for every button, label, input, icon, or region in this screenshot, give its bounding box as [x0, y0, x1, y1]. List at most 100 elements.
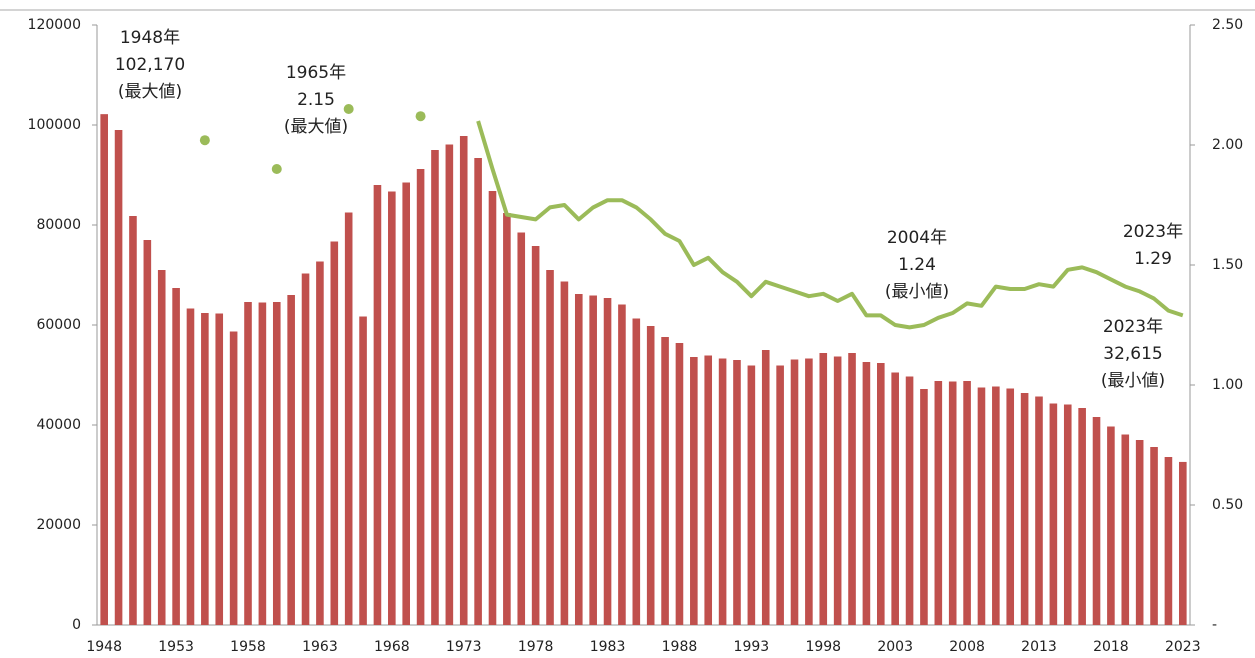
bar [1006, 388, 1015, 625]
bar [488, 191, 497, 625]
y-tick-label: 120000 [28, 17, 81, 33]
bar [186, 308, 195, 625]
x-tick-label: 1968 [374, 639, 410, 655]
bar [1035, 396, 1043, 625]
bar [574, 294, 583, 625]
bar [560, 281, 569, 625]
bar [618, 304, 626, 625]
bar [661, 337, 669, 625]
x-tick-label: 1963 [302, 639, 338, 655]
bar [589, 295, 597, 625]
bar [201, 313, 209, 625]
y2-tick-label: 2.00 [1212, 137, 1243, 153]
bar [632, 318, 641, 625]
bar [114, 130, 123, 625]
y-tick-label: 20000 [36, 517, 81, 533]
bar [1150, 447, 1158, 625]
x-tick-label: 1973 [446, 639, 482, 655]
bar [1078, 408, 1086, 625]
bar [287, 295, 295, 625]
x-tick-label: 2023 [1165, 639, 1201, 655]
bar [776, 365, 784, 625]
x-tick-label: 1953 [158, 639, 194, 655]
bar [920, 389, 928, 625]
bar [934, 381, 943, 625]
bar [431, 150, 439, 625]
bar [474, 158, 482, 625]
x-tick-label: 2008 [949, 639, 985, 655]
x-tick-label: 2003 [877, 639, 913, 655]
line [476, 120, 1184, 330]
bar [891, 372, 899, 625]
y2-tick-label: 0.50 [1212, 497, 1243, 513]
bar [1164, 457, 1173, 625]
bar [992, 386, 1000, 625]
x-tick-label: 2013 [1021, 639, 1057, 655]
bar [690, 357, 698, 625]
bar [704, 355, 713, 625]
annotation: 2004年 [887, 228, 947, 248]
bar [531, 246, 540, 625]
line-point [415, 111, 426, 122]
bar [359, 316, 367, 625]
bar [229, 331, 238, 625]
y-tick-label: 100000 [28, 117, 81, 133]
annotation: 2023年 [1103, 317, 1163, 337]
bar [129, 216, 137, 625]
bar [905, 376, 914, 625]
bar [1179, 461, 1187, 625]
bar [1135, 440, 1144, 625]
bar [819, 353, 828, 625]
bar [761, 350, 770, 625]
bar [416, 169, 425, 625]
line-point [199, 135, 210, 146]
bar [172, 288, 180, 625]
bar [718, 358, 727, 625]
annotation: 1965年 [286, 63, 346, 83]
bar [747, 365, 756, 625]
bar [862, 362, 871, 625]
bar [1049, 403, 1058, 625]
y2-tick-label: 2.50 [1212, 17, 1243, 33]
annotation: 2.15 [297, 90, 335, 110]
bar [1020, 393, 1029, 625]
bar [733, 360, 741, 625]
annotation: 1.29 [1134, 249, 1172, 269]
bar [459, 136, 468, 625]
x-tick-label: 1998 [805, 639, 841, 655]
annotation: (最大値) [118, 82, 182, 102]
bar [445, 144, 454, 625]
bar [503, 213, 511, 625]
bar [1092, 417, 1101, 625]
bar [330, 241, 339, 625]
annotation: (最小値) [885, 282, 949, 302]
bar [848, 353, 856, 625]
bar [963, 381, 971, 625]
bar [272, 302, 281, 625]
bar [546, 270, 554, 625]
bar [833, 356, 842, 625]
bar [143, 240, 152, 625]
bar [675, 343, 684, 625]
annotation: 32,615 [1103, 344, 1162, 364]
bar [301, 273, 310, 625]
line-point [271, 164, 282, 174]
x-tick-label: 1948 [86, 639, 122, 655]
bar [1121, 434, 1130, 625]
y2-tick-label: 1.00 [1212, 377, 1243, 393]
annotation: 1948年 [120, 28, 180, 48]
x-tick-label: 1978 [518, 639, 554, 655]
y-tick-label: 80000 [36, 217, 81, 233]
bar [258, 302, 267, 625]
bar [805, 358, 813, 625]
x-tick-label: 1993 [734, 639, 770, 655]
x-tick-label: 2018 [1093, 639, 1129, 655]
y2-tick-label: 1.50 [1212, 257, 1243, 273]
y-tick-label: 60000 [36, 317, 81, 333]
annotation: 102,170 [115, 55, 185, 75]
y-tick-label: 40000 [36, 417, 81, 433]
bar [402, 182, 411, 625]
bar [373, 185, 382, 625]
bar [215, 313, 224, 625]
